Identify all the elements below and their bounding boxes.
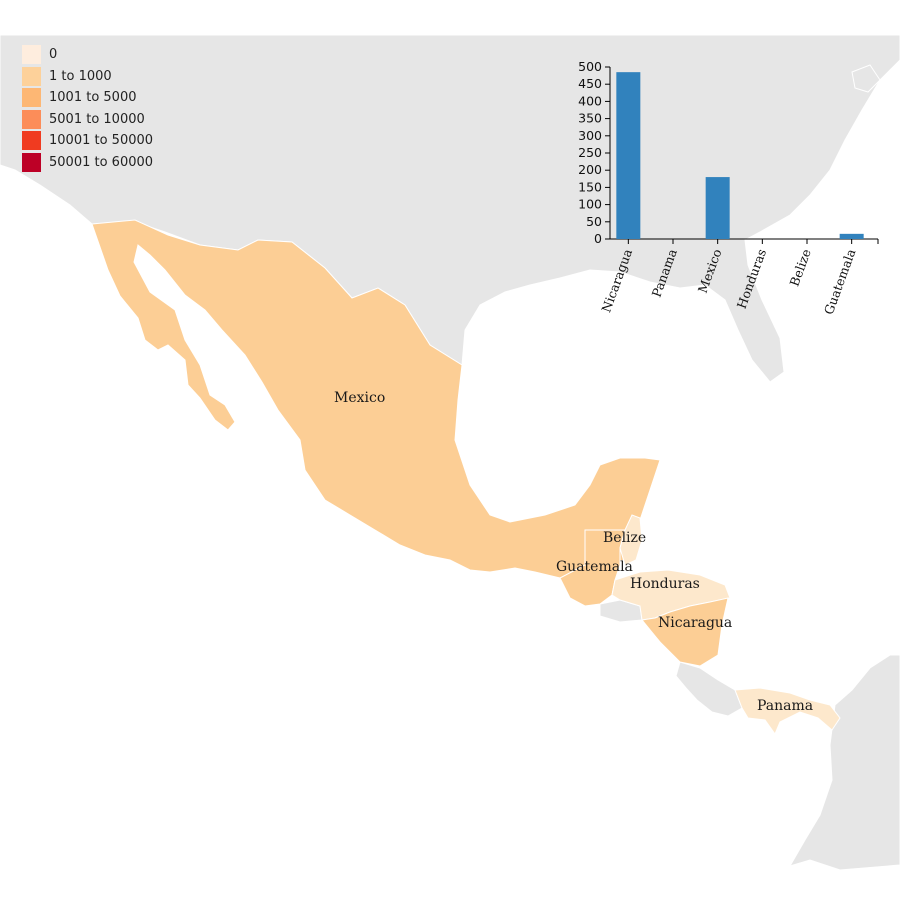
country-nicaragua[interactable] [641,597,729,667]
country-guatemala[interactable] [559,529,626,607]
y-tick-label: 500 [578,59,602,74]
y-tick-label: 250 [578,145,602,160]
y-tick-label: 450 [578,76,602,91]
legend-label: 1001 to 5000 [49,90,137,106]
legend-label: 0 [49,47,58,63]
bar-nicaragua [616,72,641,239]
legend-swatch [22,131,41,151]
legend-item: 1001 to 5000 [22,87,153,109]
costa-rica-region [675,661,743,717]
bar-chart: 0 50 100 150 200 250 300 350 400 450 500 Nicaragua P… [578,59,879,317]
country-mexico[interactable] [91,219,661,579]
y-tick-label: 150 [578,179,602,194]
background-land [0,34,900,871]
country-belize[interactable] [619,514,643,566]
legend-swatch [22,152,41,172]
label-belize: Belize [603,530,646,546]
y-tick-label: 300 [578,128,602,143]
label-honduras: Honduras [630,576,700,592]
legend-item: 0 [22,44,153,66]
x-tick-label: Nicaragua [598,246,635,314]
y-tick-label: 400 [578,93,602,108]
legend-swatch [22,109,41,129]
x-tick-label: Belize [787,247,814,288]
label-nicaragua: Nicaragua [658,615,732,631]
x-tick-label: Honduras [734,247,769,311]
label-panama: Panama [757,698,813,714]
legend-item: 1 to 1000 [22,66,153,88]
legend-swatch [22,66,41,86]
y-tick-label: 0 [594,231,602,246]
label-mexico: Mexico [334,390,385,406]
bar-guatemala [839,233,864,239]
countries [91,219,841,736]
country-labels: Mexico Belize Guatemala Honduras Nicarag… [334,390,813,714]
y-tick-label: 50 [586,214,602,229]
y-tick-label: 100 [578,197,602,212]
north-america-land [0,34,900,383]
label-guatemala: Guatemala [556,559,633,575]
caribbean-island [851,64,881,93]
x-tick-label: Panama [649,246,680,299]
y-tick-label: 350 [578,111,602,126]
legend-label: 1 to 1000 [49,68,112,84]
y-tick-label: 200 [578,162,602,177]
legend-swatch [22,45,41,65]
legend-label: 50001 to 60000 [49,154,154,170]
bar-mexico [705,177,730,239]
legend-swatch [22,88,41,108]
x-tick-label: Guatemala [821,246,859,316]
x-tick-label: Mexico [695,247,725,295]
country-panama[interactable] [734,687,841,736]
legend-label: 10001 to 50000 [49,133,154,149]
legend-item: 10001 to 50000 [22,130,153,152]
legend-label: 5001 to 10000 [49,111,145,127]
south-america-land [788,654,900,871]
legend-item: 5001 to 10000 [22,109,153,131]
legend-item: 50001 to 60000 [22,152,153,174]
legend: 0 1 to 1000 1001 to 5000 5001 to 10000 1… [22,44,153,173]
